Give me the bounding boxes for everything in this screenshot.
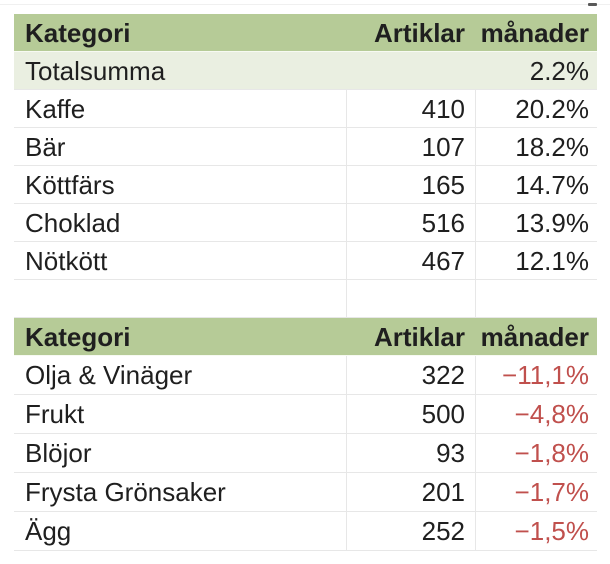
- category-cell[interactable]: Kaffe: [25, 93, 86, 124]
- articles-cell[interactable]: 410: [346, 90, 475, 127]
- empty-spacer-row: [14, 280, 597, 318]
- category-cell[interactable]: [14, 280, 346, 317]
- months-cell[interactable]: −4,8%: [475, 395, 597, 433]
- months-cell[interactable]: 20.2%: [475, 90, 597, 127]
- excel-gridline: [0, 4, 610, 5]
- articles-cell[interactable]: 516: [346, 204, 475, 241]
- articles-cell[interactable]: 467: [346, 242, 475, 279]
- bottom-table-header-row: Kategori Artiklar månader: [14, 318, 597, 356]
- months-cell[interactable]: 18.2%: [475, 128, 597, 165]
- months-cell[interactable]: 13.9%: [475, 204, 597, 241]
- articles-cell[interactable]: [346, 52, 475, 89]
- articles-cell[interactable]: 165: [346, 166, 475, 203]
- months-cell[interactable]: [475, 280, 597, 317]
- months-cell[interactable]: −11,1%: [475, 356, 597, 394]
- months-cell[interactable]: 2.2%: [529, 55, 589, 86]
- articles-cell[interactable]: [346, 280, 475, 317]
- articles-cell[interactable]: 201: [346, 473, 475, 511]
- articles-cell[interactable]: 500: [346, 395, 475, 433]
- category-header-cell[interactable]: Kategori: [25, 321, 131, 352]
- months-cell[interactable]: −1,7%: [475, 473, 597, 511]
- category-cell[interactable]: Totalsumma: [25, 55, 166, 86]
- table-row: Köttfärs 165 14.7%: [14, 166, 597, 204]
- screenshot-crop-artifact: [588, 3, 597, 6]
- articles-header-cell[interactable]: Artiklar: [373, 17, 465, 48]
- top-table-header-row: Kategori Artiklar månader: [14, 14, 597, 52]
- total-row: Totalsumma 2.2%: [14, 52, 597, 90]
- articles-header-cell[interactable]: Artiklar: [373, 321, 465, 352]
- category-cell[interactable]: Blöjor: [25, 438, 92, 468]
- category-header-cell[interactable]: Kategori: [25, 17, 131, 48]
- category-cell[interactable]: Nötkött: [25, 245, 108, 276]
- articles-cell[interactable]: 93: [346, 434, 475, 472]
- table-row: Blöjor 93 −1,8%: [14, 434, 597, 473]
- spreadsheet-tables: Kategori Artiklar månader Totalsumma 2.2…: [14, 14, 597, 551]
- months-header-cell[interactable]: månader: [480, 17, 589, 48]
- category-cell[interactable]: Choklad: [25, 207, 121, 238]
- months-cell[interactable]: 12.1%: [475, 242, 597, 279]
- table-row: Ägg 252 −1,5%: [14, 512, 597, 551]
- table-row: Kaffe 410 20.2%: [14, 90, 597, 128]
- articles-cell[interactable]: 252: [346, 512, 475, 550]
- table-row: Frukt 500 −4,8%: [14, 395, 597, 434]
- category-cell[interactable]: Köttfärs: [25, 169, 115, 200]
- months-cell[interactable]: −1,5%: [475, 512, 597, 550]
- months-header-cell[interactable]: månader: [480, 321, 589, 352]
- articles-cell[interactable]: 107: [346, 128, 475, 165]
- category-cell[interactable]: Frysta Grönsaker: [25, 477, 226, 507]
- articles-cell[interactable]: 322: [346, 356, 475, 394]
- table-row: Choklad 516 13.9%: [14, 204, 597, 242]
- category-cell[interactable]: Ägg: [25, 516, 72, 546]
- category-cell[interactable]: Frukt: [25, 399, 85, 429]
- category-cell[interactable]: Olja & Vinäger: [25, 360, 193, 390]
- table-row: Frysta Grönsaker 201 −1,7%: [14, 473, 597, 512]
- table-row: Olja & Vinäger 322 −11,1%: [14, 356, 597, 395]
- table-row: Nötkött 467 12.1%: [14, 242, 597, 280]
- category-cell[interactable]: Bär: [25, 131, 66, 162]
- months-cell[interactable]: 14.7%: [475, 166, 597, 203]
- months-cell[interactable]: −1,8%: [475, 434, 597, 472]
- table-row: Bär 107 18.2%: [14, 128, 597, 166]
